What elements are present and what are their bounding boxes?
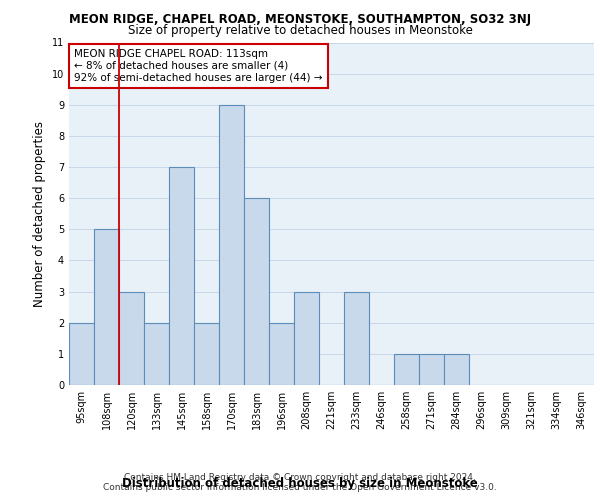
Bar <box>344 292 369 385</box>
Text: Size of property relative to detached houses in Meonstoke: Size of property relative to detached ho… <box>128 24 472 37</box>
Text: Distribution of detached houses by size in Meonstoke: Distribution of detached houses by size … <box>122 477 478 490</box>
Bar <box>419 354 444 385</box>
Bar <box>244 198 269 385</box>
Text: MEON RIDGE, CHAPEL ROAD, MEONSTOKE, SOUTHAMPTON, SO32 3NJ: MEON RIDGE, CHAPEL ROAD, MEONSTOKE, SOUT… <box>69 12 531 26</box>
Bar <box>444 354 469 385</box>
Bar <box>219 105 244 385</box>
Bar <box>94 230 119 385</box>
Bar <box>69 322 94 385</box>
Y-axis label: Number of detached properties: Number of detached properties <box>34 120 46 306</box>
Bar <box>144 322 169 385</box>
Bar <box>169 167 194 385</box>
Text: Contains HM Land Registry data © Crown copyright and database right 2024.
Contai: Contains HM Land Registry data © Crown c… <box>103 472 497 492</box>
Bar <box>269 322 294 385</box>
Bar <box>294 292 319 385</box>
Bar <box>194 322 219 385</box>
Text: MEON RIDGE CHAPEL ROAD: 113sqm
← 8% of detached houses are smaller (4)
92% of se: MEON RIDGE CHAPEL ROAD: 113sqm ← 8% of d… <box>74 50 323 82</box>
Bar <box>394 354 419 385</box>
Bar <box>119 292 144 385</box>
